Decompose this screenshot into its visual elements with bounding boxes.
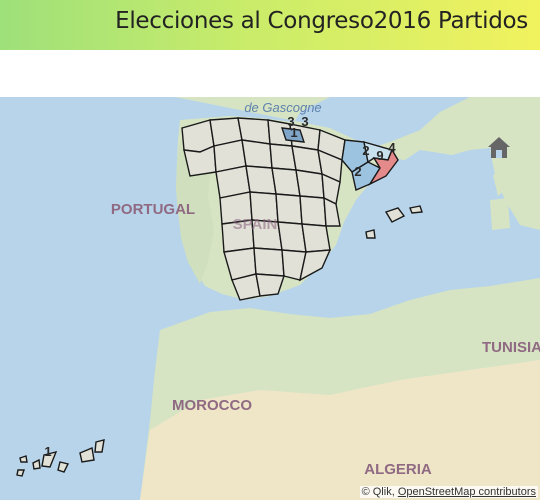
marker-label: 3 bbox=[287, 114, 294, 129]
algeria-label: ALGERIA bbox=[364, 461, 432, 478]
province[interactable] bbox=[295, 169, 325, 199]
province[interactable] bbox=[275, 193, 303, 225]
home-door bbox=[496, 150, 502, 158]
province[interactable] bbox=[245, 165, 277, 195]
province[interactable] bbox=[301, 223, 331, 253]
marker-label: 2 bbox=[362, 143, 369, 158]
mallorca[interactable] bbox=[384, 207, 406, 223]
map-attribution: © Qlik, OpenStreetMap contributors bbox=[359, 486, 538, 498]
spain-provinces bbox=[181, 117, 346, 301]
canary-islands[interactable] bbox=[16, 439, 105, 477]
osm-link[interactable]: OpenStreetMap contributors bbox=[397, 486, 536, 498]
province[interactable] bbox=[255, 273, 285, 297]
marker-label: 4 bbox=[388, 140, 396, 155]
sea-label: de Gascogne bbox=[244, 100, 321, 115]
home-icon[interactable] bbox=[488, 137, 510, 158]
province-highlight-basque[interactable] bbox=[280, 127, 306, 143]
province-highlight-red[interactable] bbox=[368, 148, 399, 186]
province[interactable] bbox=[241, 139, 273, 169]
home-button[interactable] bbox=[488, 137, 510, 158]
desert bbox=[140, 360, 540, 500]
page-title: Elecciones al Congreso2016 Partidos bbox=[115, 8, 528, 34]
tunisia-label: TUNISIA bbox=[482, 339, 540, 356]
marker-label: 1 bbox=[290, 125, 297, 140]
province[interactable] bbox=[299, 195, 327, 227]
marker-label: 1 bbox=[44, 444, 51, 459]
corsica bbox=[493, 172, 505, 196]
marker-label: 3 bbox=[301, 114, 308, 129]
spain-label: SPAIN bbox=[233, 216, 278, 233]
morocco-label: MOROCCO bbox=[172, 397, 252, 414]
attribution-prefix: © Qlik, bbox=[361, 486, 398, 498]
portugal-land bbox=[176, 138, 214, 284]
sardinia bbox=[490, 198, 510, 230]
province[interactable] bbox=[298, 249, 332, 282]
italy-land bbox=[470, 97, 540, 230]
portugal-label: PORTUGAL bbox=[111, 201, 195, 218]
province[interactable] bbox=[323, 196, 341, 227]
marker-label: 2 bbox=[354, 164, 361, 179]
ibiza[interactable] bbox=[365, 229, 376, 239]
france-land bbox=[175, 97, 540, 160]
map-canvas[interactable]: de Gascogne PORTUGAL SPAIN MOROCCO TUNIS… bbox=[0, 97, 540, 500]
seat-markers: 3 3 1 2 4 2 9 1 bbox=[44, 114, 396, 459]
menorca[interactable] bbox=[409, 205, 423, 214]
province[interactable] bbox=[253, 247, 285, 277]
map-view[interactable]: de Gascogne PORTUGAL SPAIN MOROCCO TUNIS… bbox=[0, 97, 540, 500]
marker-label: 9 bbox=[376, 148, 383, 163]
app-header: Elecciones al Congreso2016 Partidos bbox=[0, 0, 540, 50]
